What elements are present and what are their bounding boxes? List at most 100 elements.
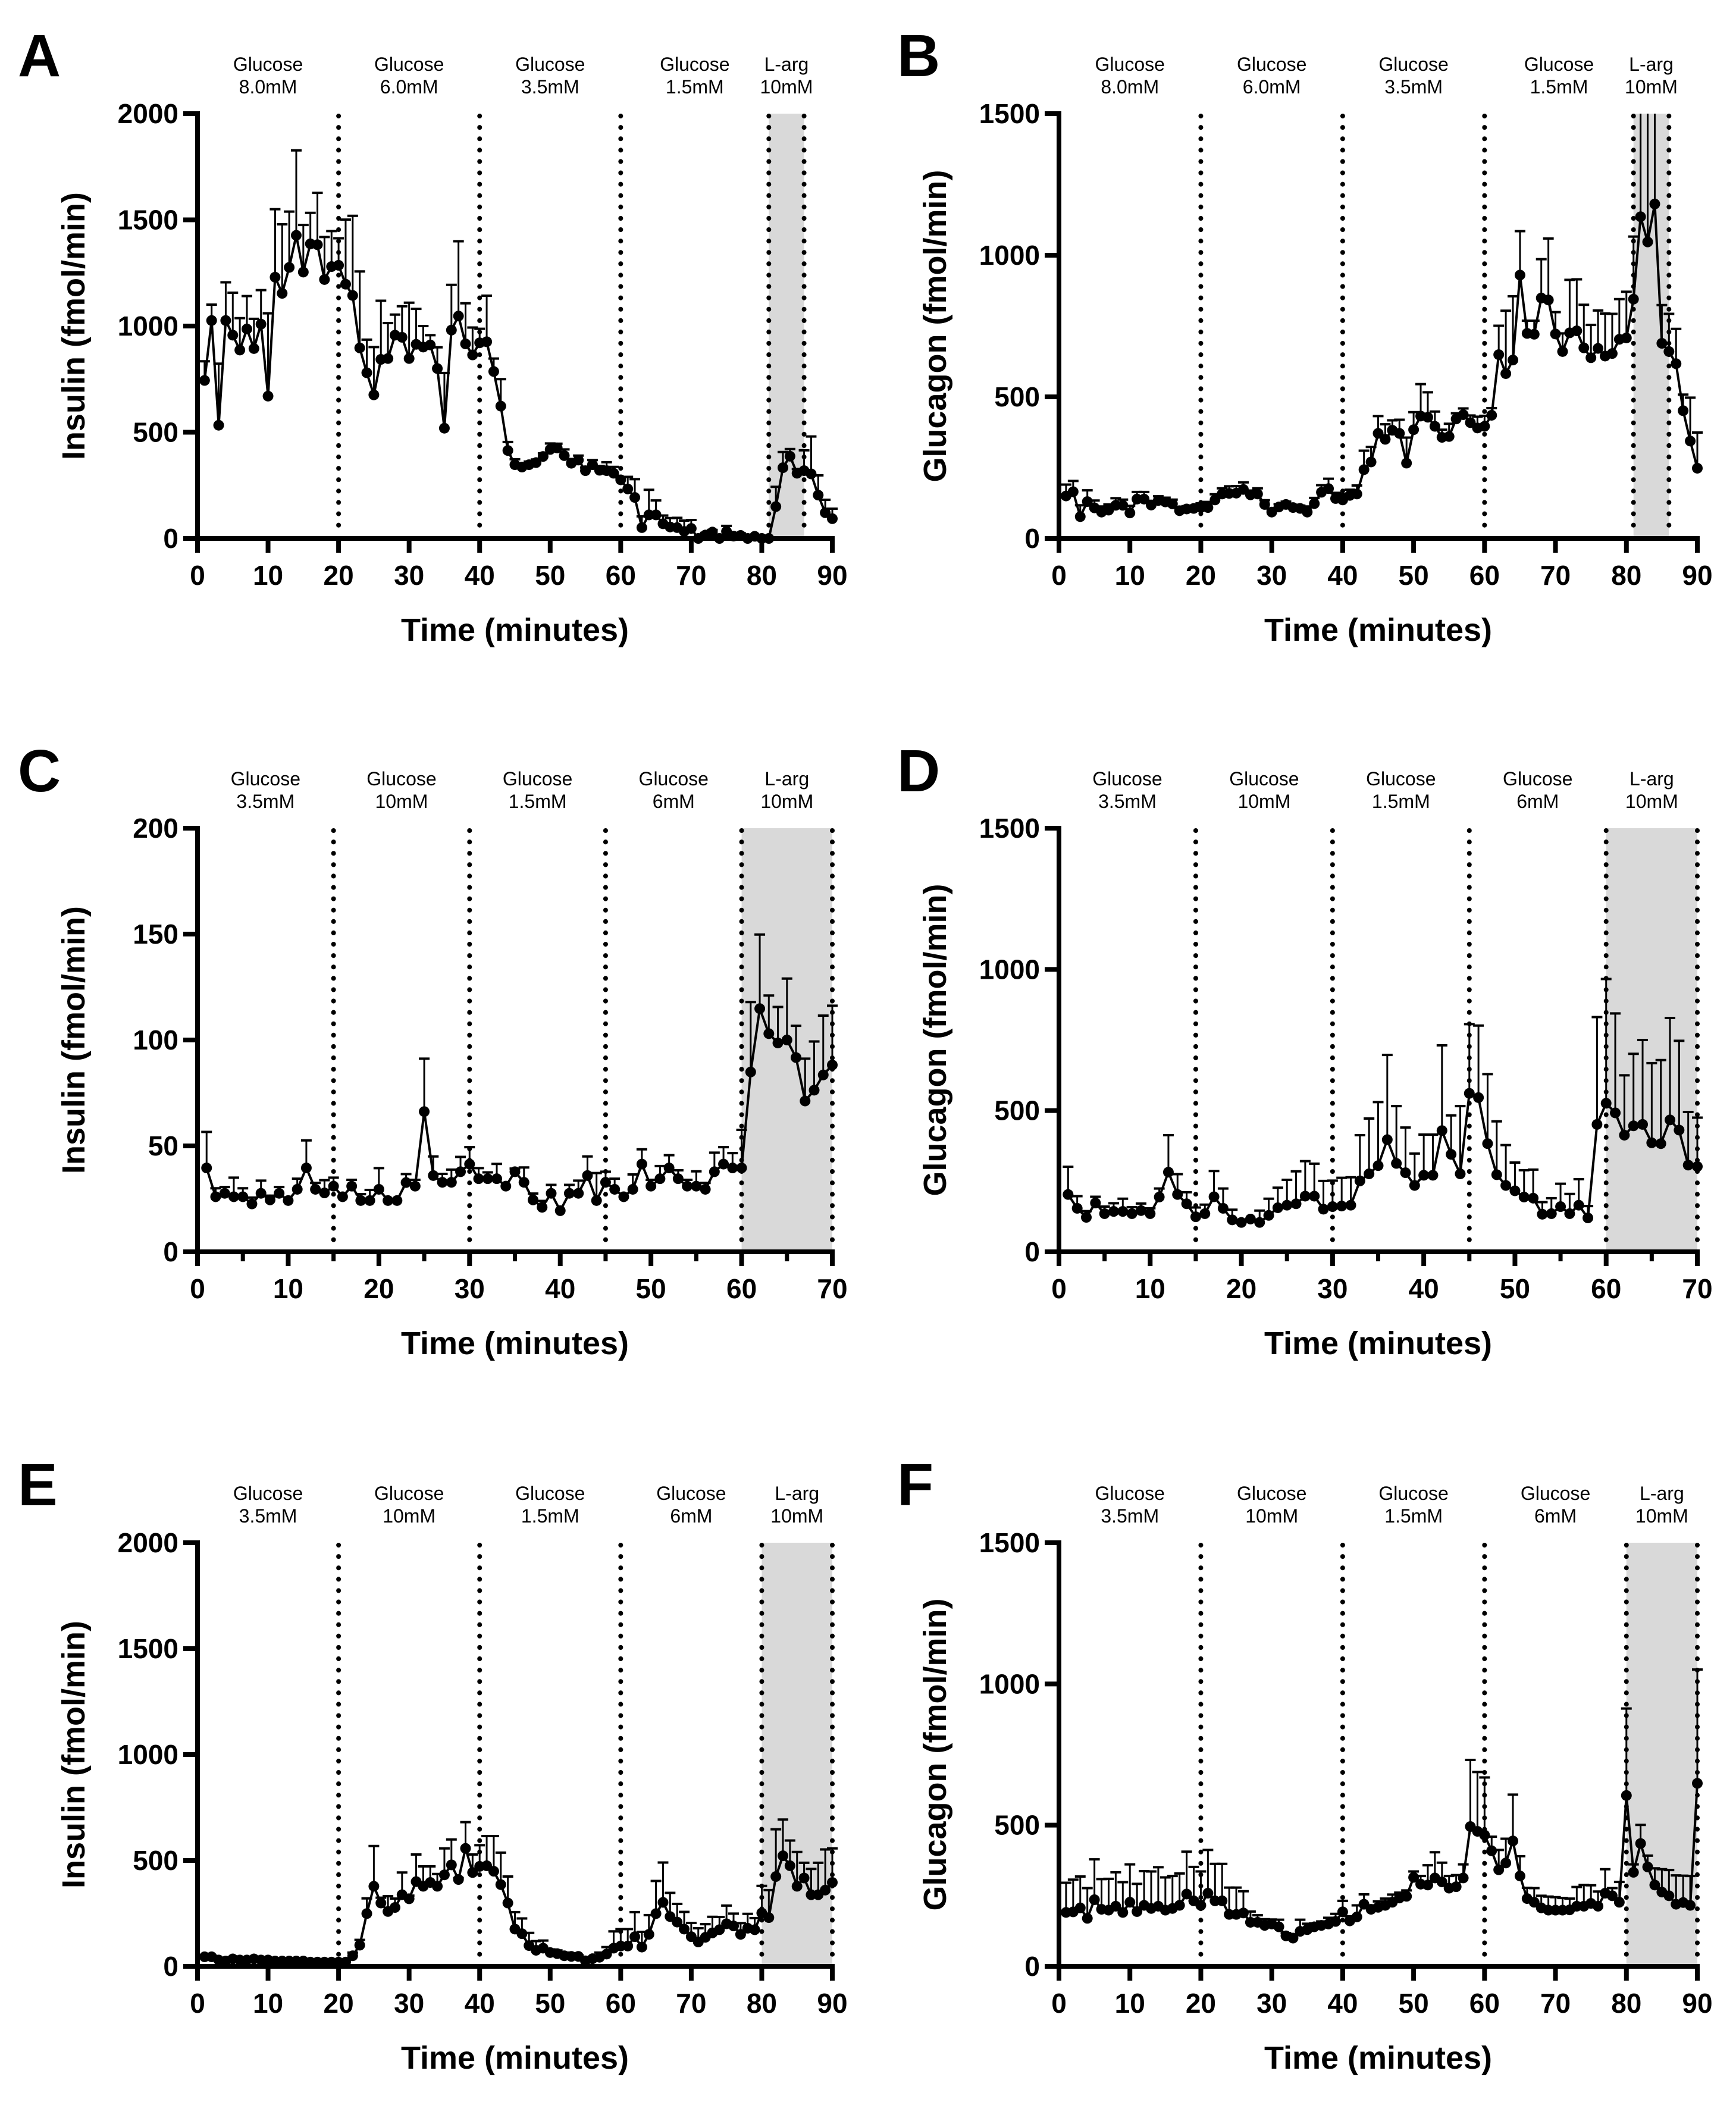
data-point bbox=[1202, 502, 1214, 513]
segment-label: 8.0mM bbox=[239, 76, 297, 98]
data-point bbox=[1446, 1149, 1457, 1160]
data-point bbox=[591, 1195, 602, 1206]
data-point bbox=[396, 331, 408, 343]
data-point bbox=[791, 1881, 803, 1892]
x-tick-label: 40 bbox=[1409, 1273, 1439, 1304]
x-tick-label: 30 bbox=[394, 560, 424, 591]
data-point bbox=[1455, 1168, 1466, 1179]
data-point bbox=[1162, 1167, 1174, 1178]
data-point bbox=[446, 324, 457, 336]
segment-label: L-arg bbox=[1629, 54, 1674, 75]
y-tick-label: 1000 bbox=[979, 240, 1040, 271]
segment-label: Glucose bbox=[1237, 1483, 1306, 1504]
data-point bbox=[827, 1877, 838, 1888]
series-line bbox=[1067, 1092, 1698, 1224]
x-tick-label: 10 bbox=[273, 1273, 303, 1304]
y-tick-label: 1000 bbox=[118, 1739, 178, 1770]
data-point bbox=[1273, 1921, 1284, 1932]
data-point bbox=[1082, 1913, 1093, 1924]
y-axis-title: Insulin (fmol/min) bbox=[56, 906, 92, 1174]
data-point bbox=[727, 1163, 738, 1174]
segment-label: 6mM bbox=[1516, 791, 1559, 812]
data-point bbox=[1394, 428, 1405, 439]
x-tick-label: 40 bbox=[1327, 560, 1358, 591]
segment-label: Glucose bbox=[233, 54, 303, 75]
data-point bbox=[714, 1924, 725, 1935]
x-tick-label: 20 bbox=[1226, 1273, 1256, 1304]
y-tick-label: 200 bbox=[133, 813, 178, 844]
data-point bbox=[663, 1163, 675, 1174]
segment-label: L-arg bbox=[1640, 1483, 1684, 1504]
data-point bbox=[1132, 1906, 1143, 1917]
data-point bbox=[1628, 293, 1639, 305]
data-point bbox=[455, 1166, 466, 1177]
data-point bbox=[310, 1183, 321, 1195]
data-point bbox=[446, 1177, 457, 1188]
data-point bbox=[1682, 1160, 1694, 1171]
data-point bbox=[1427, 1170, 1439, 1181]
data-point bbox=[608, 468, 619, 479]
data-point bbox=[691, 1180, 702, 1192]
data-point bbox=[1117, 1206, 1129, 1217]
y-tick-label: 1500 bbox=[118, 205, 178, 236]
data-point bbox=[827, 1060, 838, 1071]
data-point bbox=[1671, 358, 1682, 369]
data-point bbox=[1365, 456, 1377, 468]
x-tick-label: 50 bbox=[1399, 560, 1429, 591]
segment-label: L-arg bbox=[764, 768, 809, 790]
data-point bbox=[1259, 499, 1270, 510]
panel-f: Glucose3.5mMGlucose10mMGlucose1.5mMGluco… bbox=[897, 1452, 1713, 2076]
data-point bbox=[1195, 1900, 1207, 1911]
data-point bbox=[672, 1916, 683, 1928]
data-point bbox=[1528, 328, 1540, 340]
panel-letter: E bbox=[18, 1452, 58, 1518]
data-point bbox=[1429, 421, 1440, 432]
data-point bbox=[340, 1956, 351, 1968]
x-tick-label: 40 bbox=[1327, 1988, 1358, 2019]
segment-label: Glucose bbox=[1237, 54, 1306, 75]
data-point bbox=[1299, 1191, 1311, 1202]
data-point bbox=[1237, 1907, 1249, 1919]
panel-letter: A bbox=[18, 23, 61, 89]
data-point bbox=[228, 1191, 239, 1202]
segment-label: Glucose bbox=[1229, 768, 1299, 790]
x-tick-label: 0 bbox=[190, 560, 205, 591]
segment-label: Glucose bbox=[1095, 1483, 1165, 1504]
data-point bbox=[264, 1194, 275, 1205]
x-tick-label: 70 bbox=[676, 560, 706, 591]
data-point bbox=[234, 344, 246, 356]
x-axis-title: Time (minutes) bbox=[1264, 612, 1492, 648]
y-tick-label: 100 bbox=[133, 1025, 178, 1055]
panel-e: Glucose3.5mMGlucose10mMGlucose1.5mMGluco… bbox=[18, 1452, 848, 2076]
segment-label: 10mM bbox=[770, 1505, 823, 1527]
data-point bbox=[1583, 1213, 1594, 1224]
data-point bbox=[645, 1180, 657, 1192]
y-tick-label: 500 bbox=[994, 1810, 1040, 1841]
y-tick-label: 150 bbox=[133, 919, 178, 950]
data-point bbox=[1422, 1879, 1433, 1891]
x-tick-label: 10 bbox=[1135, 1273, 1165, 1304]
data-point bbox=[432, 1881, 443, 1892]
data-point bbox=[791, 1052, 802, 1063]
data-point bbox=[654, 1173, 666, 1185]
data-series bbox=[199, 149, 838, 544]
y-tick-label: 0 bbox=[163, 1236, 178, 1267]
data-point bbox=[464, 1158, 475, 1170]
data-point bbox=[400, 1177, 412, 1188]
data-point bbox=[361, 367, 372, 378]
data-point bbox=[1090, 1197, 1101, 1208]
data-point bbox=[1351, 1911, 1362, 1922]
data-point bbox=[1621, 332, 1632, 343]
data-point bbox=[580, 465, 591, 477]
data-point bbox=[1254, 1217, 1265, 1228]
x-tick-label: 60 bbox=[726, 1273, 757, 1304]
data-point bbox=[1546, 1208, 1557, 1219]
x-tick-label: 60 bbox=[606, 560, 636, 591]
data-point bbox=[1287, 1932, 1299, 1944]
data-point bbox=[428, 1170, 439, 1181]
data-point bbox=[1309, 1191, 1320, 1202]
data-point bbox=[1493, 1864, 1505, 1875]
data-series bbox=[1060, 114, 1703, 522]
data-point bbox=[1578, 342, 1590, 353]
data-point bbox=[1479, 421, 1490, 432]
